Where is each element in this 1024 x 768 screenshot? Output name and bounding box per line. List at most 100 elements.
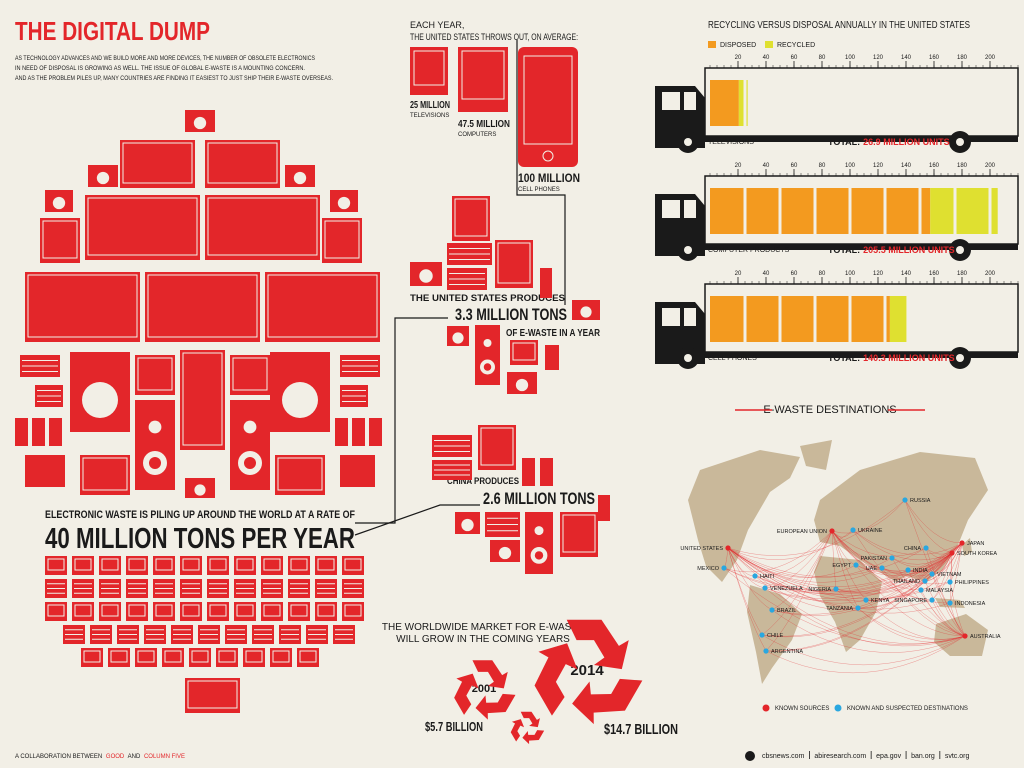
hub — [956, 138, 964, 146]
route — [765, 635, 966, 673]
route — [925, 547, 953, 559]
destination-dot — [762, 585, 768, 591]
route — [835, 542, 963, 593]
device — [40, 218, 80, 263]
route — [771, 609, 966, 653]
device-screen — [155, 558, 173, 571]
destination-dot — [763, 648, 769, 654]
device-screen — [42, 220, 78, 259]
device — [230, 400, 270, 490]
route — [831, 530, 922, 591]
route — [907, 542, 963, 572]
speaker-cone — [244, 457, 256, 469]
destination-dot — [759, 632, 765, 638]
throws-label: COMPUTERS — [458, 132, 496, 138]
device-screen — [147, 274, 258, 338]
destination-dot — [922, 578, 928, 584]
recycle-arrow — [534, 643, 578, 716]
destination-dot — [879, 565, 885, 571]
speaker-cone — [243, 420, 257, 434]
route — [835, 588, 966, 640]
device — [322, 218, 362, 263]
device-screen — [236, 558, 254, 571]
destination-dot — [853, 562, 859, 568]
route — [881, 567, 966, 637]
destination-label: UKRAINE — [858, 528, 883, 534]
tick-label: 200 — [985, 55, 996, 61]
route — [727, 547, 922, 602]
camera-lens — [515, 378, 529, 392]
route — [881, 552, 953, 575]
device-screen — [110, 650, 128, 663]
trailer-floor — [700, 136, 1018, 142]
route — [765, 530, 833, 652]
route — [891, 552, 953, 568]
legend-label: RECYCLED — [777, 42, 815, 49]
total-amount: 26.9 MILLION UNITS — [863, 137, 950, 147]
device — [540, 458, 553, 486]
camera-lens — [580, 306, 592, 318]
destination-label: EGYPT — [832, 563, 851, 569]
speaker-cone — [483, 339, 492, 347]
tv-icon — [410, 47, 448, 95]
device — [598, 495, 610, 521]
camera-lens — [498, 546, 512, 560]
route — [727, 547, 867, 604]
route — [925, 542, 963, 555]
truck-total: TOTAL: 26.9 MILLION UNITS — [828, 137, 950, 147]
source-link: epa.gov — [876, 753, 901, 760]
device-screen — [454, 198, 488, 237]
device — [275, 455, 325, 495]
destination-label: NIGERIA — [808, 587, 831, 593]
device-screen — [317, 558, 335, 571]
device — [525, 512, 553, 574]
route — [764, 552, 953, 601]
device-screen — [207, 197, 318, 256]
produces-lead: THE UNITED STATES PRODUCES — [410, 293, 565, 303]
destination-dot — [947, 600, 953, 606]
route — [891, 557, 966, 637]
destination-label: VIETNAM — [937, 572, 962, 578]
cab-window — [662, 308, 680, 326]
source-dot — [829, 528, 835, 534]
device-screen — [245, 650, 263, 663]
destination-label: UAE — [866, 566, 878, 572]
route — [727, 547, 926, 596]
route — [865, 552, 953, 601]
speaker-cone — [148, 420, 162, 434]
landmass — [962, 538, 972, 556]
destination-label: THAILAND — [893, 579, 920, 585]
destination-label: INDIA — [913, 568, 928, 574]
route — [771, 552, 953, 616]
destination-label: MALAYSIA — [926, 588, 953, 594]
device-screen — [128, 604, 146, 617]
route — [727, 547, 859, 610]
tick-label: 180 — [957, 163, 968, 169]
device-screen — [497, 242, 531, 284]
title: THE DIGITAL DUMP — [15, 16, 210, 46]
credit-good: GOOD — [106, 754, 125, 760]
landmass — [800, 440, 832, 470]
device-screen — [128, 558, 146, 571]
destination-dot — [850, 527, 856, 533]
device — [230, 355, 270, 395]
device-screen — [209, 558, 227, 571]
credit-text: AND — [128, 754, 141, 760]
hub — [684, 138, 692, 146]
source-link: svtc.org — [945, 753, 970, 760]
destination-dot — [929, 597, 935, 603]
device-screen — [263, 604, 281, 617]
tick-label: 120 — [873, 163, 884, 169]
route — [754, 552, 953, 595]
device-screen — [480, 427, 514, 466]
route — [727, 547, 857, 578]
tick-label: 200 — [985, 163, 996, 169]
route — [723, 567, 966, 645]
source-dot — [959, 540, 965, 546]
route — [754, 575, 966, 644]
phone-button — [542, 150, 554, 162]
washer-door — [82, 382, 118, 418]
tick-label: 140 — [901, 163, 912, 169]
tick-label: 60 — [791, 163, 798, 169]
device — [135, 400, 175, 490]
